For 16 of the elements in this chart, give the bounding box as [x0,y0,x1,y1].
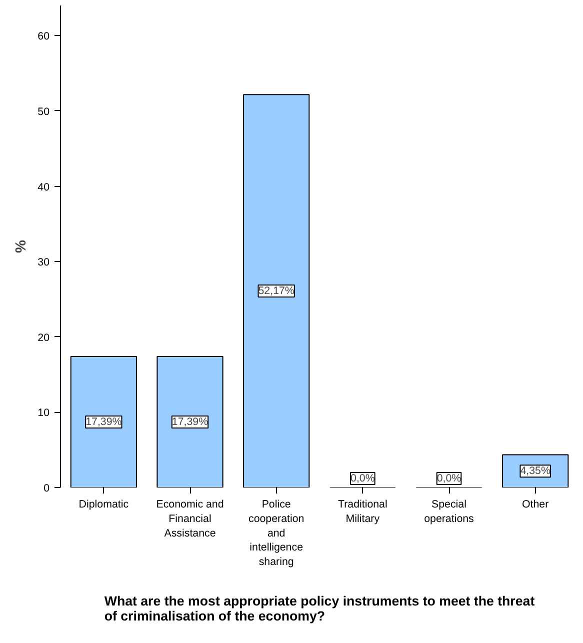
y-tick-label: 60 [38,30,50,43]
x-tick-label: Economic and Financial Assistance [156,498,224,540]
y-tick-label: 50 [38,106,50,118]
x-tick-label: Diplomatic [78,498,130,510]
y-tick-label: 30 [38,256,50,269]
x-tick-label: Traditional Military [338,498,388,525]
y-tick-label: 10 [38,407,50,420]
y-axis-title: % [14,240,30,254]
y-tick-label: 20 [38,332,50,344]
data-label: 0,0% [350,472,376,484]
y-tick-label: 40 [38,181,50,194]
x-tick-label: Special operations [424,498,474,525]
x-tick-label: Police cooperation and intelligence sharing [248,498,304,568]
y-tick-label: 0 [44,482,50,494]
x-tick-label: Other [522,498,550,510]
text: What are the most appropriate policy instruments to meet the threat of criminalisation of the economy? [104,594,536,624]
